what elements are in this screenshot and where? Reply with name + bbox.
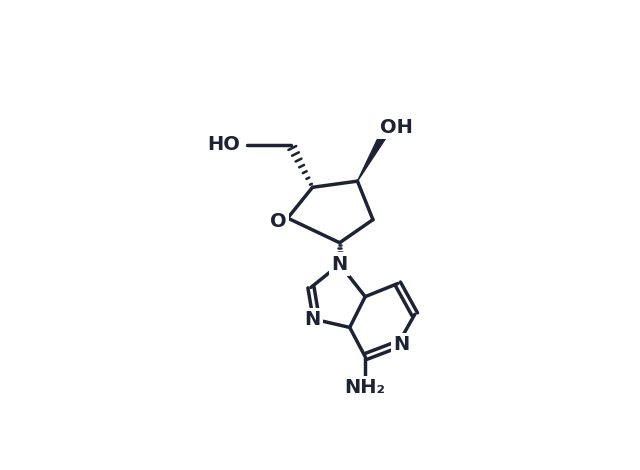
Text: O: O [270, 212, 287, 231]
Text: N: N [394, 335, 410, 354]
Text: N: N [332, 255, 348, 274]
Polygon shape [358, 135, 385, 181]
Text: N: N [305, 310, 321, 329]
Text: HO: HO [207, 135, 240, 155]
Text: OH: OH [380, 118, 413, 137]
Text: NH₂: NH₂ [345, 378, 386, 397]
